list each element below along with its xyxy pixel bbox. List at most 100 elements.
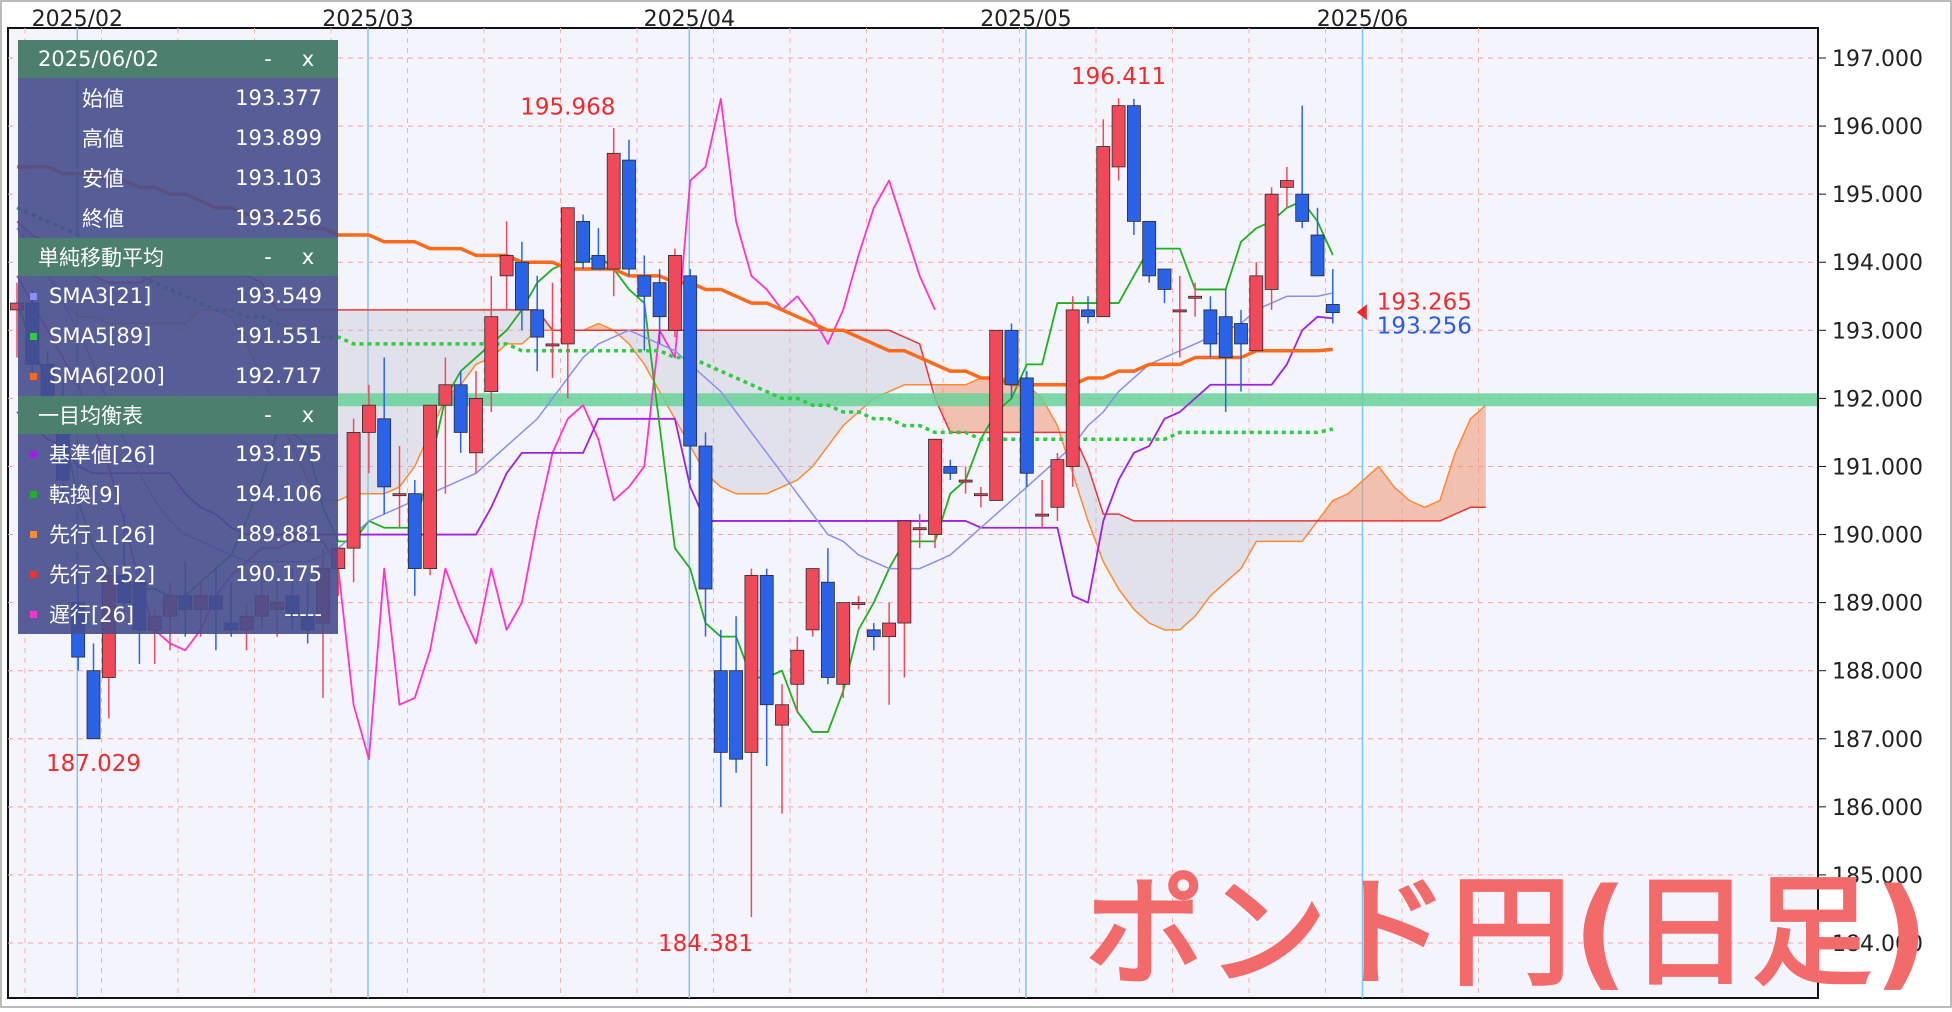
candle-body	[729, 670, 743, 760]
candle-body	[668, 255, 682, 331]
sma-value: 191.551	[235, 324, 322, 348]
candle-body	[361, 404, 376, 433]
ohlc-row: 安値 193.103	[18, 158, 338, 198]
extreme-price-label: 196.411	[1071, 64, 1166, 90]
candle-body	[1203, 309, 1218, 345]
x-tick-label: 2025/04	[644, 7, 735, 32]
sma-panel-header: 単純移動平均 - x	[18, 238, 338, 276]
cloud-segment	[950, 384, 966, 433]
x-tick-label: 2025/03	[322, 7, 413, 32]
candle-body	[1004, 329, 1019, 386]
sma-title: 単純移動平均	[38, 246, 164, 270]
minimize-button[interactable]: -	[264, 47, 272, 71]
ohlc-label: 安値	[82, 167, 124, 191]
cloud-segment	[736, 330, 752, 494]
cloud-segment	[889, 330, 905, 392]
cloud-segment	[1225, 520, 1241, 583]
candle-body	[1127, 105, 1141, 222]
ohlc-rows: 始値 193.377 高値 193.899 安値 193.103 終値 193.256	[18, 78, 338, 238]
ichimoku-row: 遅行[26] -----	[18, 594, 338, 634]
candle-body	[974, 493, 988, 497]
candle-body	[1065, 309, 1080, 467]
ichimoku-label: 先行１[26]	[49, 523, 156, 547]
candle-body	[912, 527, 927, 531]
y-tick-label: 187.000	[1832, 728, 1923, 753]
ichimoku-row: 基準値[26] 193.175	[18, 434, 338, 474]
candle-body	[836, 602, 851, 685]
legend-swatch	[30, 372, 37, 380]
cloud-segment	[766, 330, 782, 494]
candle-body	[423, 404, 438, 569]
cloud-segment	[751, 330, 767, 494]
ichimoku-row: 転換[9] 194.106	[18, 474, 338, 514]
y-tick-label: 194.000	[1832, 251, 1923, 276]
legend-swatch	[30, 450, 37, 458]
ichimoku-title: 一目均衡表	[38, 404, 143, 428]
extreme-price-label: 195.968	[520, 94, 615, 120]
y-tick-label: 195.000	[1832, 183, 1923, 208]
cloud-segment	[1133, 520, 1150, 624]
y-tick-label: 191.000	[1832, 455, 1923, 480]
candle-body	[882, 622, 896, 638]
candle-body	[392, 493, 407, 497]
candle-body	[530, 309, 545, 338]
candle-body	[407, 493, 422, 569]
candle-body	[744, 574, 759, 753]
ohlc-row: 高値 193.899	[18, 118, 338, 158]
cloud-segment	[1164, 520, 1180, 630]
y-tick-label: 190.000	[1832, 524, 1923, 549]
y-tick-label: 186.000	[1832, 796, 1923, 821]
cloud-segment	[1042, 398, 1058, 433]
candle-body	[928, 438, 942, 535]
ichimoku-value: 193.175	[235, 442, 322, 466]
ohlc-value: 193.103	[235, 166, 322, 190]
minimize-button[interactable]: -	[264, 245, 272, 269]
candle-body	[453, 384, 468, 433]
extreme-price-label: 187.029	[46, 751, 141, 777]
candle-body	[637, 275, 652, 297]
y-tick-label: 192.000	[1832, 387, 1923, 412]
cloud-segment	[1256, 520, 1272, 542]
indicator-panel: 2025/06/02 - x 始値 193.377 高値 193.899 安値 193.1…	[18, 40, 338, 634]
candle-body	[698, 445, 713, 590]
y-tick-label: 196.000	[1832, 115, 1923, 140]
candle-body	[86, 670, 101, 740]
candle-body	[1157, 268, 1172, 290]
candle-body	[683, 275, 698, 447]
cloud-segment	[827, 330, 844, 447]
candle-body	[622, 159, 636, 270]
cloud-segment	[1195, 520, 1211, 617]
candle-body	[1325, 304, 1340, 314]
y-tick-label: 189.000	[1832, 592, 1923, 617]
candle-body	[1096, 146, 1111, 318]
sma-rows: SMA3[21] 193.549 SMA5[89] 191.551 SMA6[200] 1…	[18, 276, 338, 396]
y-tick-label: 184.000	[1832, 932, 1923, 957]
ichimoku-label: 先行２[52]	[49, 563, 156, 587]
ohlc-label: 終値	[82, 207, 124, 231]
candle-body	[805, 568, 820, 631]
minimize-button[interactable]: -	[264, 403, 272, 427]
close-button[interactable]: x	[301, 245, 315, 269]
cloud-segment	[1363, 466, 1379, 521]
cloud-segment	[858, 330, 874, 412]
candle-body	[576, 220, 590, 263]
y-tick-label: 193.000	[1832, 319, 1923, 344]
candle-body	[560, 207, 575, 345]
cloud-segment	[1470, 405, 1486, 508]
candle-body	[1234, 323, 1248, 345]
cloud-segment	[1149, 520, 1165, 630]
ichimoku-label: 基準値[26]	[49, 443, 156, 467]
extreme-price-label: 184.381	[658, 931, 753, 957]
sma-label: SMA5[89]	[49, 324, 152, 348]
sma-row: SMA3[21] 193.549	[18, 276, 338, 316]
ohlc-row: 始値 193.377	[18, 78, 338, 118]
candle-body	[1295, 193, 1310, 222]
bid-price-label: 193.256	[1377, 313, 1472, 339]
legend-swatch	[30, 490, 37, 498]
y-tick-label: 197.000	[1832, 47, 1923, 72]
close-button[interactable]: x	[301, 47, 315, 71]
close-button[interactable]: x	[301, 403, 315, 427]
ichimoku-panel-header: 一目均衡表 - x	[18, 396, 338, 434]
ohlc-panel-header: 2025/06/02 - x	[18, 40, 338, 78]
